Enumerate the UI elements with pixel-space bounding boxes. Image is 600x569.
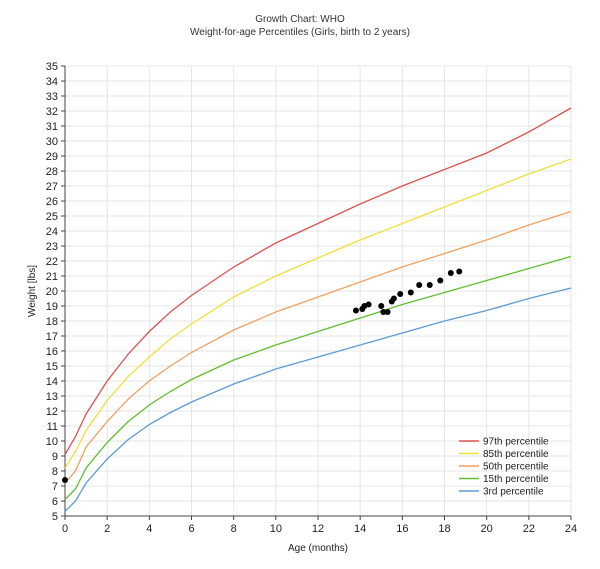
y-tick-label: 25 [46, 211, 58, 223]
y-tick-label: 34 [46, 76, 58, 88]
x-tick-label: 24 [565, 523, 577, 535]
y-tick-label: 7 [52, 481, 58, 493]
y-tick-label: 27 [46, 181, 58, 193]
measurement-point [384, 309, 391, 315]
axes: 0 2 4 6 8 10 12 14 16 18 20 22 245678910111213141516… [46, 61, 577, 535]
series-line-2 [64, 210, 572, 484]
y-tick-label: 32 [46, 106, 58, 118]
legend-label-3: 15th percentile [483, 474, 549, 485]
legend-label-1: 85th percentile [483, 449, 549, 460]
y-tick-label: 29 [46, 151, 58, 163]
chart-title: Growth Chart: WHO [255, 14, 345, 25]
measurement-point [426, 282, 433, 288]
y-tick-label: 12 [46, 406, 58, 418]
y-tick-label: 13 [46, 391, 58, 403]
y-tick-label: 21 [46, 271, 58, 283]
measurement-points [62, 268, 463, 483]
y-tick-label: 26 [46, 196, 58, 208]
measurement-point [397, 291, 404, 297]
y-tick-label: 23 [46, 241, 58, 253]
x-tick-label: 8 [231, 523, 237, 535]
y-tick-label: 14 [46, 376, 58, 388]
y-tick-label: 35 [46, 61, 58, 73]
y-tick-label: 10 [46, 436, 58, 448]
x-tick-label: 22 [523, 523, 535, 535]
y-tick-label: 22 [46, 256, 58, 268]
y-tick-label: 18 [46, 316, 58, 328]
y-tick-label: 16 [46, 346, 58, 358]
measurement-point [447, 270, 454, 276]
y-tick-label: 5 [52, 511, 58, 523]
y-tick-label: 28 [46, 166, 58, 178]
x-tick-label: 18 [438, 523, 450, 535]
x-tick-label: 2 [104, 523, 110, 535]
series-line-4 [64, 287, 572, 512]
measurement-point [62, 477, 68, 483]
measurement-point [365, 301, 372, 308]
series-line-0 [64, 107, 572, 455]
chart-subtitle: Weight-for-age Percentiles (Girls, birth… [190, 27, 410, 38]
x-tick-label: 6 [188, 523, 194, 535]
y-tick-label: 33 [46, 91, 58, 103]
x-tick-label: 14 [354, 523, 366, 535]
legend-label-4: 3rd percentile [483, 487, 544, 498]
y-tick-label: 31 [46, 121, 58, 133]
y-tick-label: 11 [47, 421, 58, 433]
y-axis-label: Weight [lbs] [27, 265, 38, 317]
y-tick-label: 9 [52, 451, 58, 463]
measurement-point [352, 307, 359, 314]
y-tick-label: 17 [46, 331, 58, 343]
series-lines [64, 107, 572, 512]
legend-label-0: 97th percentile [483, 437, 549, 448]
y-tick-label: 20 [46, 286, 58, 298]
x-tick-label: 10 [270, 523, 282, 535]
measurement-point [456, 268, 463, 275]
y-tick-label: 8 [52, 466, 58, 478]
x-tick-label: 4 [146, 523, 152, 535]
measurement-point [416, 282, 423, 288]
x-tick-label: 0 [62, 523, 68, 535]
y-tick-label: 30 [46, 136, 58, 148]
series-line-1 [64, 158, 572, 469]
y-tick-label: 6 [52, 496, 58, 508]
measurement-point [437, 277, 444, 284]
x-tick-label: 12 [312, 523, 324, 535]
y-tick-label: 15 [46, 361, 58, 373]
measurement-point [378, 303, 385, 309]
measurement-point [380, 309, 387, 315]
x-tick-label: 20 [481, 523, 493, 535]
x-axis-label: Age (months) [288, 543, 348, 554]
legend-label-2: 50th percentile [483, 462, 549, 473]
measurement-point [390, 295, 397, 302]
y-tick-label: 19 [46, 301, 58, 313]
y-tick-label: 24 [46, 226, 58, 238]
series-line-3 [64, 255, 572, 500]
x-tick-label: 16 [396, 523, 408, 535]
measurement-point [407, 289, 414, 296]
